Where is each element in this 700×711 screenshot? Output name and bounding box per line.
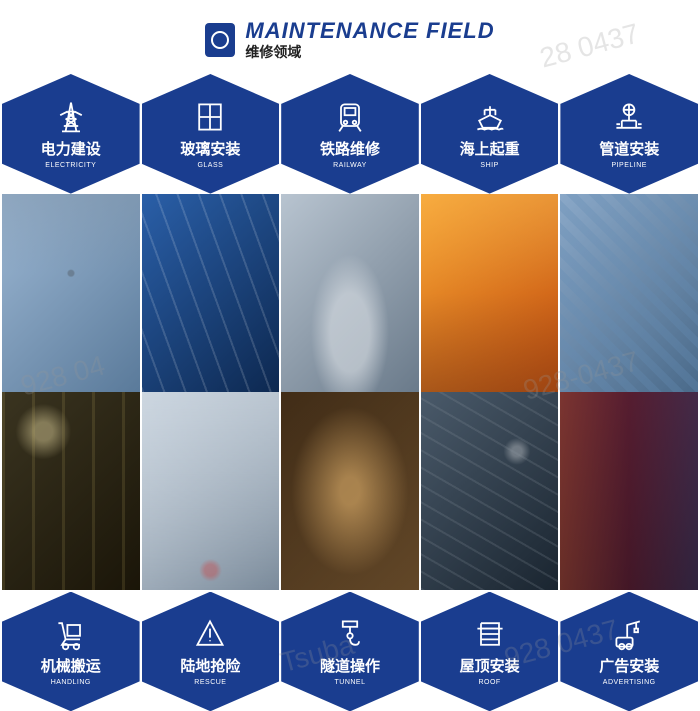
photo-grid-bottom [0,392,700,590]
hex-label-cn: 玻璃安装 [180,138,240,159]
hex-handling: 机械搬运 HANDLING [2,592,140,711]
photo-ship [421,194,559,392]
hex-glass: 玻璃安装 GLASS [142,74,280,194]
hex-label-en: TUNNEL [334,679,365,686]
alert-icon [192,616,228,652]
trolley-icon [53,616,89,652]
hex-rescue: 陆地抢险 RESCUE [142,592,280,711]
photo-railway [281,194,419,392]
hex-tunnel: 隧道操作 TUNNEL [281,592,419,711]
hex-label-en: PIPELINE [611,162,647,169]
hex-label-en: HANDLING [51,679,91,686]
photo-grid-top [0,194,700,392]
hex-railway: 铁路维修 RAILWAY [281,74,419,194]
hex-label-cn: 管道安装 [599,138,659,159]
hex-label-en: RAILWAY [333,162,367,169]
train-icon [332,99,368,135]
hex-label-cn: 隧道操作 [320,655,380,676]
hex-roof: 屋顶安装 ROOF [421,592,559,711]
icon-grid-top: 电力建设 ELECTRICITY 玻璃安装 GLASS 铁路维修 RAILWAY… [0,74,700,194]
logo-icon [205,23,235,57]
window-icon [192,99,228,135]
valve-icon [611,99,647,135]
hex-ship: 海上起重 SHIP [421,74,559,194]
hex-label-cn: 机械搬运 [41,655,101,676]
tower-icon [53,99,89,135]
hex-label-en: GLASS [197,162,223,169]
hex-pipeline: 管道安装 PIPELINE [560,74,698,194]
hex-label-en: SHIP [480,162,498,169]
hex-label-en: ROOF [478,679,500,686]
photo-handling [2,392,140,590]
hex-label-cn: 海上起重 [460,138,520,159]
hex-label-cn: 电力建设 [41,138,101,159]
icon-grid-bottom: 机械搬运 HANDLING 陆地抢险 RESCUE 隧道操作 TUNNEL 屋顶… [0,592,700,711]
photo-tunnel [281,392,419,590]
title-box: MAINTENANCE FIELD 维修领域 [245,18,494,62]
crane-icon [611,616,647,652]
photo-electricity [2,194,140,392]
title-english: MAINTENANCE FIELD [245,18,494,44]
page-header: MAINTENANCE FIELD 维修领域 [0,0,700,74]
hex-label-cn: 铁路维修 [320,138,380,159]
photo-pipeline [560,194,698,392]
hex-electricity: 电力建设 ELECTRICITY [2,74,140,194]
hex-label-en: RESCUE [194,679,226,686]
hex-label-cn: 屋顶安装 [460,655,520,676]
hex-label-en: ELECTRICITY [45,162,96,169]
photo-glass [142,194,280,392]
title-chinese: 维修领域 [245,42,494,62]
hook-icon [332,616,368,652]
hex-label-en: ADVERTISING [603,679,656,686]
hex-label-cn: 陆地抢险 [180,655,240,676]
photo-roof [421,392,559,590]
ship-icon [472,99,508,135]
photo-rescue [142,392,280,590]
hex-label-cn: 广告安装 [599,655,659,676]
roof-icon [472,616,508,652]
hex-advertising: 广告安装 ADVERTISING [560,592,698,711]
photo-advertising [560,392,698,590]
